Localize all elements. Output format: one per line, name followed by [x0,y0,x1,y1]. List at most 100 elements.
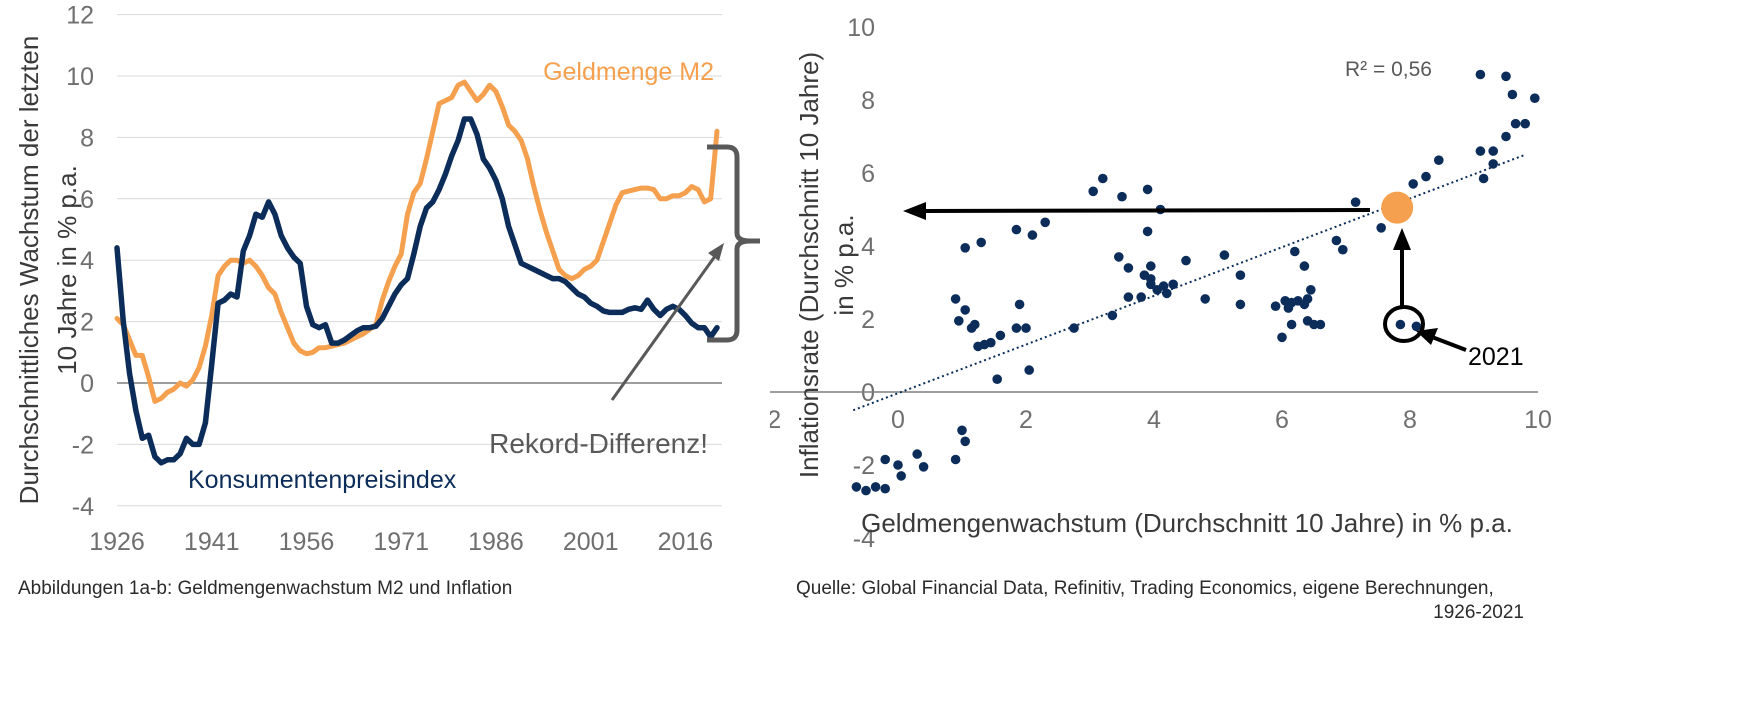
x-tick-label: 1926 [89,528,145,556]
x-tick-label: 1941 [184,528,240,556]
scatter-point [1021,323,1031,333]
scatter-point [1277,332,1287,343]
x-tick-label: 0 [891,406,905,434]
scatter-point [1040,217,1050,228]
scatter-point [960,305,970,315]
x-tick-label: 6 [1275,406,1289,434]
circle-2021-marker [1383,305,1425,343]
scatter-point [861,485,871,496]
scatter-point [1200,294,1210,304]
horizontal-arrow-head [903,202,926,220]
scatter-point [1331,235,1342,246]
scatter-point [1181,255,1191,266]
y-tick-label: 2 [861,306,875,334]
scatter-point [1142,226,1153,237]
scatter-point [1027,230,1038,240]
vertical-arrow-head [1393,228,1411,250]
x-tick-label: 1986 [468,528,524,556]
scatter-point [870,482,881,492]
y-tick-label: -4 [72,493,94,521]
x-tick-label: 2016 [658,528,714,556]
y-tick-label: -2 [853,452,875,480]
x-tick-label: 8 [1403,406,1417,434]
scatter-point [1501,71,1511,82]
y-tick-label: 10 [66,63,94,91]
y-tick-label: 8 [861,87,875,115]
scatter-point [1475,146,1486,156]
y-tick-label: 0 [861,379,875,407]
scatter-point [1011,224,1022,235]
scatter-point [1475,69,1486,80]
x-tick-label: 1971 [373,528,429,556]
y-tick-label: 0 [80,370,94,398]
scatter-point [976,237,986,248]
scatter-point [1162,288,1172,299]
annotation-arrow-shaft [610,251,720,401]
y-tick-label: 10 [847,14,875,42]
caption-left: Abbildungen 1a-b: Geldmengenwachstum M2 … [18,578,513,599]
scatter-point [1142,184,1153,195]
scatter-point [1302,294,1313,304]
y-tick-label: 6 [80,186,94,214]
x-tick-label: -2 [770,406,781,434]
scatter-point [1315,319,1326,330]
scatter-point [893,460,903,470]
scatter-point [1507,89,1518,100]
scatter-point [1014,299,1025,310]
scatter-point [992,374,1002,385]
scatter-point [1219,250,1230,260]
trendline [852,153,1526,412]
scatter-point [960,243,970,253]
scatter-points [851,69,1540,496]
scatter-point [1168,279,1178,290]
scatter-point [1123,263,1134,273]
series-line-m2 [114,79,720,404]
scatter-point [1520,118,1530,129]
scatter-point [880,483,890,494]
brace-bracket [707,144,760,343]
scatter-point [880,454,890,465]
scatter-point [995,330,1006,341]
y-tick-labels: 12 10 8 6 4 2 0 -2 -4 [66,2,94,521]
scatter-point [1286,319,1297,330]
scatter-point [960,436,970,447]
scatter-point [986,337,996,348]
scatter-point [1530,93,1540,103]
x-tick-label: 10 [1524,406,1552,434]
series-lines [114,79,720,466]
label-arrow-head [1416,328,1438,345]
scatter-point [1146,279,1156,290]
scatter-point [896,471,906,481]
scatter-point [1478,173,1489,184]
scatter-point [851,482,862,492]
y-tick-label: 12 [66,2,94,30]
scatter-point [950,454,961,465]
scatter-point [1011,323,1022,333]
scatter-point [1350,197,1361,207]
horizontal-arrow-shaft [924,208,1371,213]
scatter-point [970,319,980,330]
scatter-point [918,462,929,472]
scatter-point [1123,292,1134,302]
y-tick-label: 4 [861,233,875,261]
scatter-point [1136,292,1146,302]
scatter-point [957,425,967,436]
scatter-point [1117,191,1127,202]
scatter-point [1395,319,1406,330]
scatter-point [1421,171,1431,182]
x-tick-label: 1956 [279,528,335,556]
scatter-point [1146,261,1156,271]
scatter-point [1299,261,1310,271]
scatter-point [912,449,922,459]
y-axis-title-line2: in % p.a. [829,214,859,315]
scatter-point [954,316,964,326]
scatter-point [1488,146,1498,156]
y-tick-label: -2 [72,431,94,459]
legend-label-cpi: Konsumentenpreisindex [188,466,457,494]
label-arrow-shaft [1431,335,1467,352]
caption-source-line1: Quelle: Global Financial Data, Refinitiv… [796,578,1494,599]
scatter-point [1088,186,1098,197]
y-tick-label: 8 [80,124,94,152]
x-tick-labels: -2 0 2 4 6 8 10 [770,406,1552,434]
scatter-point [1488,159,1498,169]
